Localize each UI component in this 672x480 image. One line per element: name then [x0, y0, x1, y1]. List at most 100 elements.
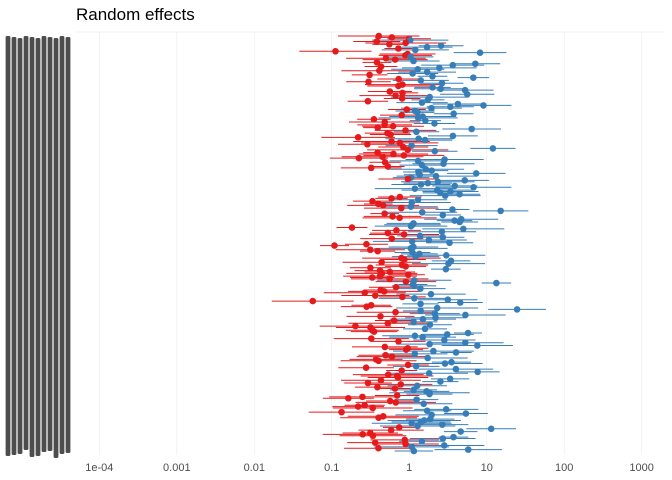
estimate-point [452, 349, 460, 356]
estimate-point [361, 401, 368, 409]
estimate-point [407, 222, 415, 230]
estimate-point [417, 307, 424, 315]
estimate-point [425, 369, 433, 377]
estimate-point [374, 247, 381, 255]
estimate-point [366, 246, 374, 254]
estimate-point [426, 321, 434, 328]
estimate-point [394, 374, 402, 381]
estimate-point [375, 357, 382, 365]
estimate-point [439, 233, 447, 241]
estimate-point [425, 236, 433, 244]
estimate-point [378, 258, 385, 266]
x-tick-label: 1000 [629, 462, 653, 474]
estimate-point [380, 288, 388, 295]
estimate-point [384, 163, 392, 170]
grid-layer [76, 31, 665, 455]
estimate-point [472, 170, 480, 177]
estimate-point [399, 293, 406, 301]
estimate-point [411, 332, 419, 340]
estimate-point [410, 386, 417, 394]
estimate-point [374, 124, 382, 131]
estimate-point [456, 299, 464, 306]
estimate-point [371, 292, 379, 299]
estimate-point [461, 177, 469, 184]
estimate-point [416, 232, 424, 240]
estimate-point [376, 272, 384, 280]
estimate-point [391, 56, 399, 63]
estimate-point [432, 314, 439, 322]
estimate-point [374, 383, 381, 391]
estimate-point [414, 196, 422, 204]
estimate-point [426, 390, 433, 398]
estimate-point [440, 160, 447, 167]
estimate-point [368, 335, 375, 342]
estimate-point [379, 202, 387, 209]
intervals-layer [271, 35, 547, 452]
estimate-point [384, 371, 392, 378]
estimate-point [442, 406, 450, 413]
estimate-point [417, 181, 425, 188]
estimate-point [424, 179, 432, 187]
x-tick-label: 1 [406, 462, 412, 474]
estimate-point [397, 204, 405, 212]
estimate-point [412, 46, 419, 54]
estimate-point [426, 415, 434, 423]
estimate-point [417, 285, 424, 292]
estimate-point [463, 90, 471, 98]
estimate-point [449, 132, 457, 140]
estimate-point [370, 115, 378, 123]
estimate-point [429, 84, 436, 91]
estimate-point [365, 78, 372, 86]
estimate-point [402, 440, 409, 448]
estimate-point [442, 265, 450, 273]
estimate-point [429, 72, 436, 80]
estimate-point [438, 79, 446, 87]
estimate-point [411, 185, 419, 192]
estimate-point [424, 96, 432, 104]
estimate-point [431, 147, 439, 155]
estimate-point [398, 367, 405, 374]
estimate-point [437, 378, 444, 385]
estimate-point [460, 225, 467, 233]
estimate-point [449, 206, 456, 213]
estimate-point [408, 419, 415, 427]
estimate-point [456, 190, 463, 198]
y-tick-label-stack [59, 36, 65, 454]
estimate-point [414, 422, 421, 430]
y-tick-label-stack [5, 36, 11, 456]
y-tick-label-stack [65, 37, 71, 453]
estimate-point [338, 408, 345, 416]
estimate-point [381, 210, 388, 217]
estimate-point [449, 61, 457, 69]
estimate-point [513, 306, 521, 313]
estimate-point [431, 120, 438, 127]
estimate-point [443, 331, 451, 338]
estimate-point [309, 297, 317, 305]
estimate-point [395, 338, 402, 345]
y-tick-label-stack [17, 38, 23, 454]
estimate-point [395, 424, 403, 431]
estimate-point [375, 444, 382, 452]
estimate-point [447, 103, 454, 111]
estimate-point [450, 433, 457, 441]
estimate-point [428, 104, 435, 112]
estimate-point [386, 268, 394, 276]
estimate-point [404, 361, 412, 369]
estimate-point [389, 122, 397, 130]
estimate-point [387, 131, 394, 138]
estimate-point [379, 153, 386, 161]
estimate-point [417, 300, 424, 308]
estimate-point [462, 410, 470, 417]
estimate-point [392, 283, 400, 291]
estimate-point [414, 114, 422, 122]
estimate-point [402, 52, 409, 59]
estimate-point [390, 317, 398, 324]
estimate-point [487, 425, 495, 433]
estimate-point [392, 92, 399, 99]
x-tick-label: 0.1 [324, 462, 339, 474]
estimate-point [417, 77, 425, 84]
estimate-point [480, 102, 487, 109]
estimate-point [402, 39, 409, 47]
estimate-point [388, 235, 396, 242]
y-tick-label-stack [23, 36, 29, 450]
